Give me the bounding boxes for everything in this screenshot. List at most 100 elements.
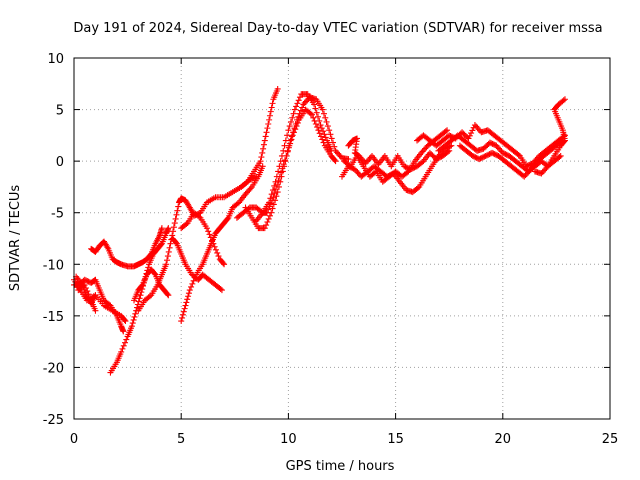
plot-frame — [73, 57, 611, 420]
data-point — [163, 261, 170, 268]
data-point — [314, 124, 321, 131]
data-point — [184, 296, 191, 303]
data-point — [335, 150, 342, 157]
data-point — [215, 253, 222, 260]
data-point — [402, 163, 409, 170]
data-point — [291, 125, 298, 132]
data-point — [175, 203, 182, 210]
data-point — [336, 152, 343, 159]
data-point — [293, 103, 300, 110]
data-point — [171, 220, 178, 227]
data-point — [328, 135, 335, 142]
data-point — [542, 166, 549, 173]
data-point — [132, 310, 139, 317]
x-axis-title: GPS time / hours — [286, 459, 395, 474]
data-point — [277, 158, 284, 165]
data-point — [81, 276, 88, 283]
series-track-e — [88, 225, 165, 270]
data-point — [473, 123, 480, 130]
data-point — [404, 169, 411, 176]
data-point — [295, 113, 302, 120]
y-tick-label: 0 — [56, 155, 64, 170]
y-tick-label: 5 — [56, 104, 64, 119]
data-point — [211, 243, 218, 250]
data-point — [482, 152, 489, 159]
y-tick-label: -5 — [51, 207, 64, 222]
data-point — [214, 249, 221, 256]
data-marks — [71, 85, 568, 376]
data-point — [346, 162, 353, 169]
data-point — [525, 162, 532, 169]
data-point — [289, 114, 296, 121]
data-point — [476, 156, 483, 163]
data-point — [521, 173, 528, 180]
data-point — [260, 145, 267, 152]
data-point — [205, 228, 212, 235]
data-point — [464, 134, 471, 141]
data-point — [502, 151, 509, 158]
data-point — [473, 154, 480, 161]
data-point — [138, 282, 145, 289]
data-point — [274, 85, 281, 92]
data-point — [318, 125, 325, 132]
data-point — [85, 291, 92, 298]
data-point — [366, 155, 373, 162]
data-point — [296, 94, 303, 101]
data-point — [481, 153, 488, 160]
data-point — [151, 270, 158, 277]
data-point — [271, 182, 278, 189]
data-point — [316, 130, 323, 137]
data-point — [220, 260, 227, 267]
data-point — [302, 98, 309, 105]
data-point — [172, 215, 179, 222]
data-point — [118, 348, 125, 355]
data-point — [183, 299, 190, 306]
data-point — [493, 142, 500, 149]
data-point — [538, 170, 545, 177]
y-tick-label: -10 — [43, 258, 64, 273]
data-point — [122, 318, 129, 325]
data-point — [120, 342, 127, 349]
data-point — [488, 140, 495, 147]
data-point — [158, 225, 165, 232]
data-point — [525, 169, 532, 176]
series-track-n — [238, 85, 281, 190]
data-point — [86, 294, 93, 301]
data-point — [295, 97, 302, 104]
data-point — [196, 213, 203, 220]
data-point — [269, 187, 276, 194]
data-point — [183, 221, 190, 228]
data-point — [266, 212, 273, 219]
data-point — [182, 302, 189, 309]
data-point — [501, 150, 508, 157]
series-track-o — [253, 91, 335, 224]
data-point — [265, 206, 272, 213]
x-tick-label: 25 — [602, 432, 619, 447]
data-point — [301, 99, 308, 106]
data-point — [274, 189, 281, 196]
data-point — [474, 124, 481, 131]
data-point — [135, 298, 142, 305]
data-point — [297, 107, 304, 114]
data-point — [285, 127, 292, 134]
data-point — [317, 133, 324, 140]
data-point — [129, 320, 136, 327]
data-point — [273, 173, 280, 180]
data-point — [128, 323, 135, 330]
data-point — [264, 125, 271, 132]
data-point — [333, 149, 340, 156]
data-point — [218, 287, 225, 294]
data-point — [557, 152, 564, 159]
data-point — [522, 172, 529, 179]
data-point — [477, 127, 484, 134]
data-point — [444, 127, 451, 134]
data-point — [181, 305, 188, 312]
data-point — [323, 118, 330, 125]
data-point — [492, 151, 499, 158]
data-point — [281, 142, 288, 149]
data-point — [503, 151, 510, 158]
data-point — [185, 203, 192, 210]
data-point — [257, 158, 264, 165]
data-point — [265, 121, 272, 128]
data-point — [353, 167, 360, 174]
